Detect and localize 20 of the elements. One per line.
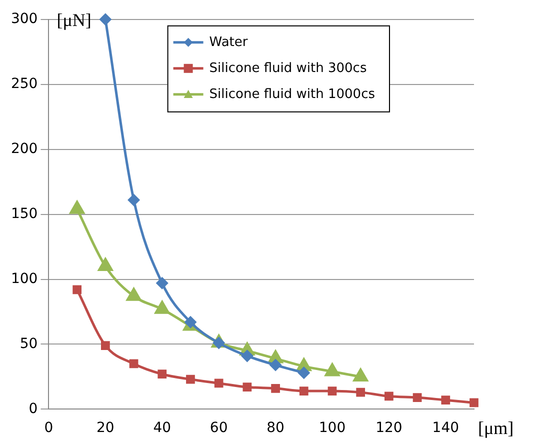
x-axis-title: [μm]: [478, 418, 514, 438]
x-tick-label: 100: [318, 420, 346, 436]
y-tick-label: 0: [28, 400, 38, 417]
x-tick-label: 80: [266, 420, 284, 436]
y-tick-label: 200: [10, 140, 38, 157]
y-tick-label: 300: [10, 11, 38, 28]
x-tick-label: 60: [210, 420, 228, 436]
y-tick-label: 100: [10, 270, 38, 287]
legend-label: Silicone fluid with 1000cs: [209, 86, 376, 102]
y-tick-label: 250: [10, 76, 38, 92]
x-tick-label: 0: [44, 420, 54, 436]
x-tick-label: 120: [376, 420, 402, 436]
x-tick-label: 140: [432, 420, 460, 436]
y-axis-title: [μN]: [56, 10, 92, 30]
legend-label: Water: [209, 34, 248, 50]
y-tick-label: 150: [10, 206, 38, 222]
y-tick-label: 50: [20, 336, 38, 352]
x-tick-label: 20: [96, 420, 114, 436]
legend-label: Silicone fluid with 300cs: [209, 60, 367, 76]
x-tick-label: 40: [153, 420, 172, 436]
